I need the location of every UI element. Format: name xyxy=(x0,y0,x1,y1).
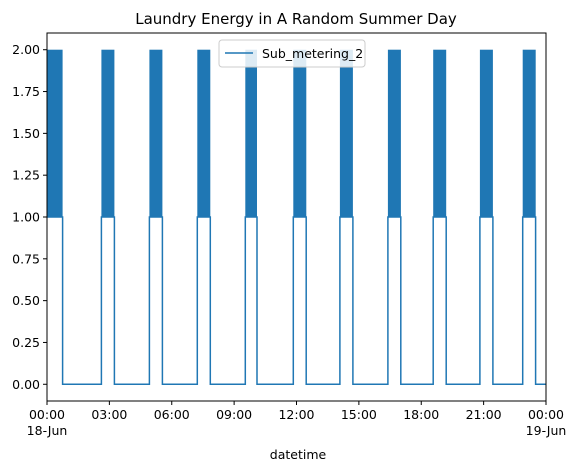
active-period-block-9 xyxy=(479,49,493,218)
x-tick-label: 15:00 xyxy=(341,407,377,422)
active-period-block-1 xyxy=(101,49,115,218)
chart-title: Laundry Energy in A Random Summer Day xyxy=(135,10,457,28)
x-tick-label: 09:00 xyxy=(216,407,252,422)
x-tick-label: 12:00 xyxy=(278,407,314,422)
series-layer xyxy=(47,49,546,386)
y-tick-label: 0.00 xyxy=(12,377,40,392)
active-period-block-6 xyxy=(339,49,353,218)
y-tick-label: 0.25 xyxy=(12,335,40,350)
x-tick-label: 03:00 xyxy=(91,407,127,422)
legend-entry-sub-metering-2: Sub_metering_2 xyxy=(262,46,363,61)
active-period-block-2 xyxy=(149,49,163,218)
x-tick-date-label: 19-Jun xyxy=(526,423,567,438)
x-tick-label: 06:00 xyxy=(154,407,190,422)
x-tick-label: 00:00 xyxy=(29,407,65,422)
legend-frame xyxy=(218,39,366,68)
series-line-sub-metering-2 xyxy=(47,216,546,386)
y-tick-label: 1.50 xyxy=(12,126,40,141)
y-axis: 0.00 0.25 0.50 0.75 1.00 1.25 1.50 1.75 2.00 xyxy=(12,42,47,392)
y-tick-label: 0.50 xyxy=(12,293,40,308)
y-tick-label: 0.75 xyxy=(12,251,40,266)
active-period-block-3 xyxy=(197,49,211,218)
active-period-block-7 xyxy=(387,49,401,218)
active-period-block-8 xyxy=(433,49,447,218)
y-tick-label: 2.00 xyxy=(12,42,40,57)
legend: Sub_metering_2 xyxy=(218,39,366,68)
active-period-block-5 xyxy=(293,49,307,218)
active-period-block-10 xyxy=(522,49,536,218)
x-tick-label: 18:00 xyxy=(403,407,439,422)
x-tick-date-label: 18-Jun xyxy=(27,423,68,438)
y-tick-label: 1.75 xyxy=(12,84,40,99)
x-tick-label: 00:00 xyxy=(528,407,564,422)
active-period-block-4 xyxy=(245,49,257,218)
y-tick-label: 1.00 xyxy=(12,210,40,225)
x-axis-label: datetime xyxy=(270,447,327,462)
active-period-block-0 xyxy=(47,49,63,218)
y-tick-label: 1.25 xyxy=(12,168,40,183)
x-tick-label: 21:00 xyxy=(466,407,502,422)
